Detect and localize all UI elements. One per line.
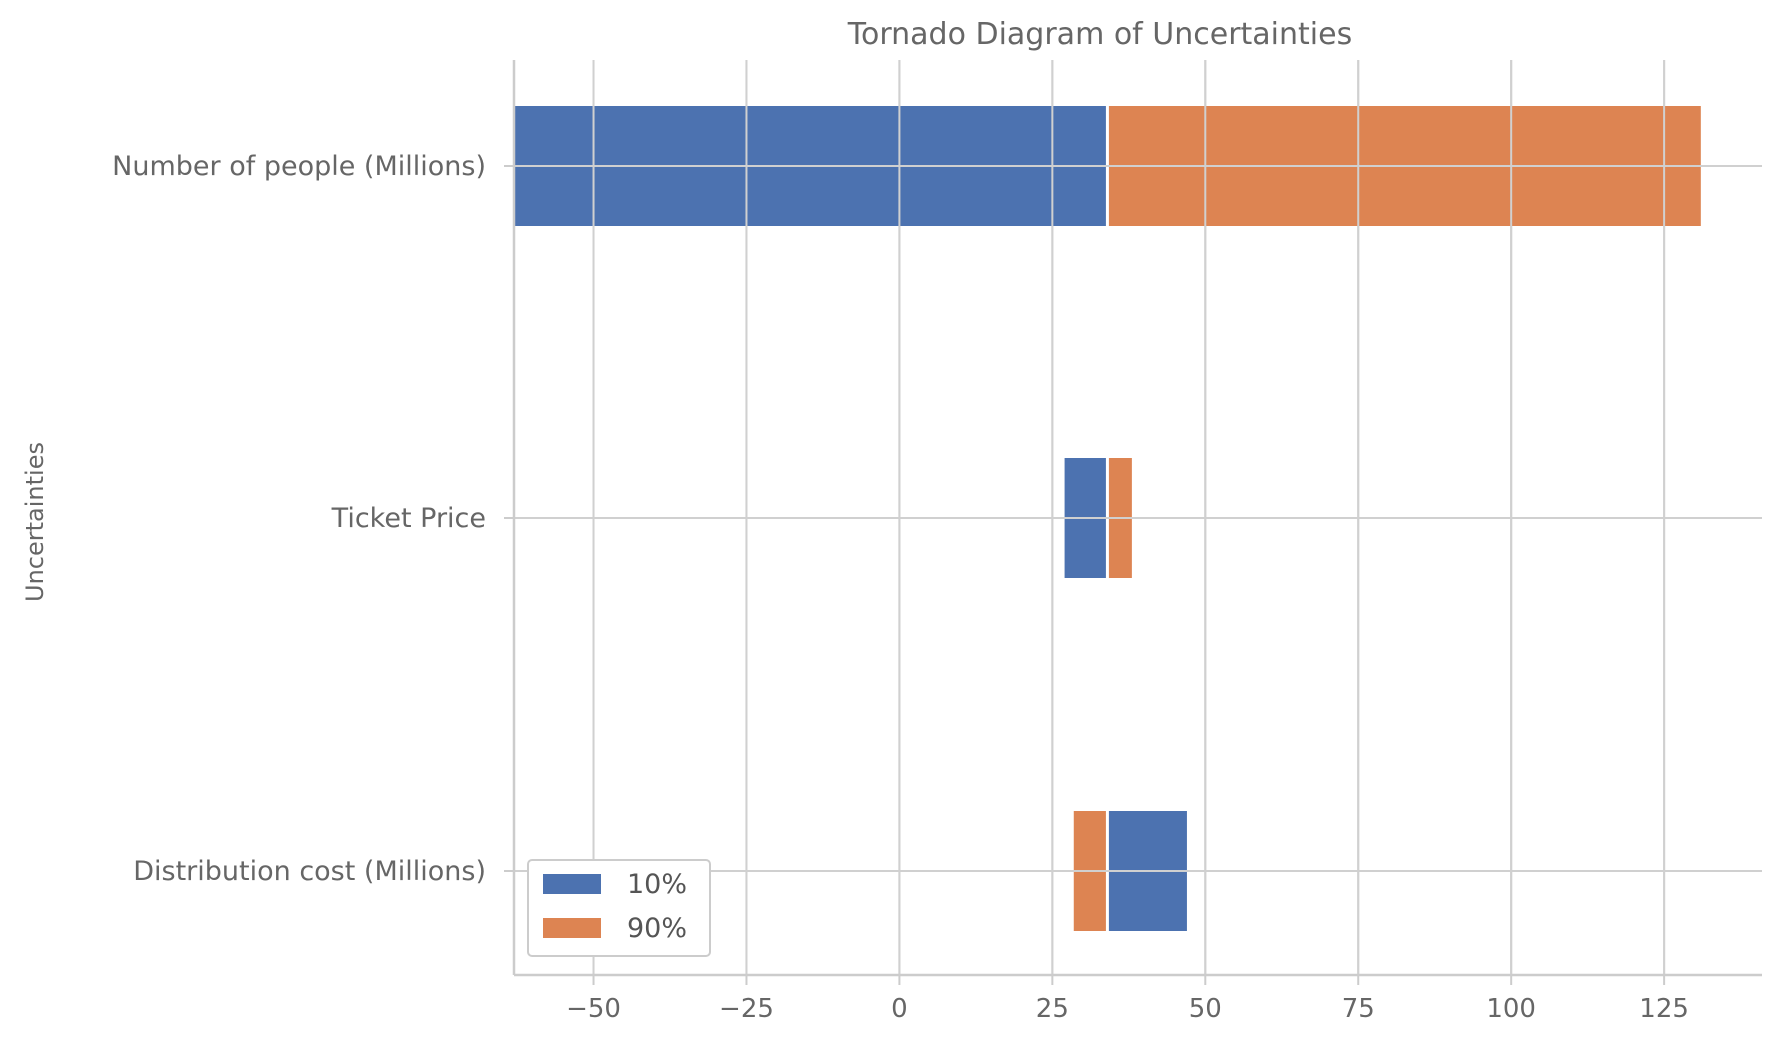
category-label: Distribution cost (Millions) — [133, 856, 486, 887]
legend: 10%90% — [527, 859, 711, 957]
x-tick-label: −50 — [566, 994, 621, 1024]
x-tick-label: 125 — [1639, 994, 1689, 1024]
legend-swatch — [543, 918, 601, 938]
legend-label: 10% — [627, 869, 687, 900]
category-label: Ticket Price — [331, 503, 486, 534]
category-label: Number of people (Millions) — [112, 151, 486, 182]
chart-title: Tornado Diagram of Uncertainties — [847, 17, 1352, 52]
x-tick-label: 75 — [1342, 994, 1375, 1024]
x-tick-label: 25 — [1036, 994, 1069, 1024]
x-tick-label: 0 — [891, 994, 908, 1024]
y-axis-title: Uncertainties — [21, 442, 49, 602]
bars — [514, 60, 1762, 975]
x-tick-label: 100 — [1486, 994, 1536, 1024]
axes: −50 −25 0 25 50 75 100 125 Number of people (Mil… — [112, 60, 1762, 1024]
x-tick-label: 50 — [1189, 994, 1222, 1024]
legend-swatch — [543, 874, 601, 894]
legend-label: 90% — [627, 913, 687, 944]
x-tick-label: −25 — [719, 994, 774, 1024]
